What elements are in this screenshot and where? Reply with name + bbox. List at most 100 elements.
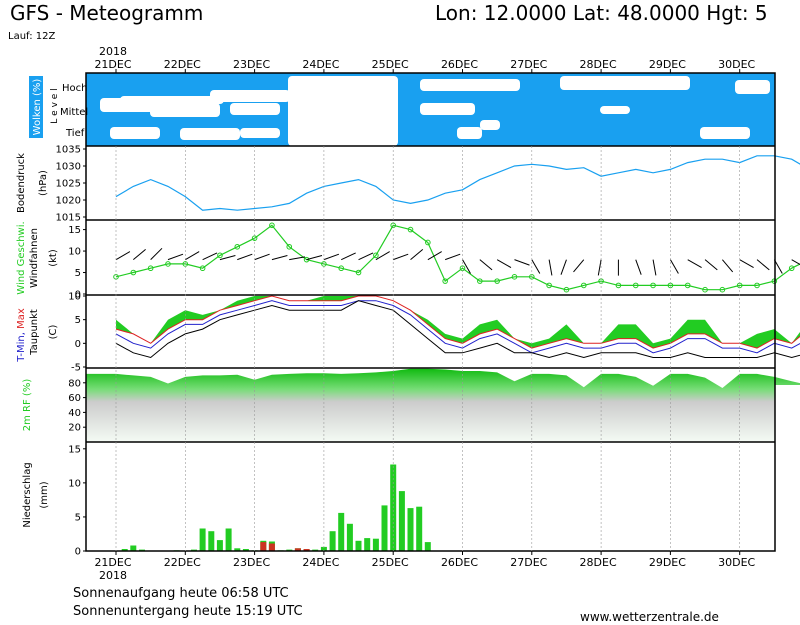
website-link[interactable]: www.wetterzentrale.de — [580, 610, 719, 624]
precip-bar — [208, 531, 215, 551]
top-year-label: 2018 — [99, 45, 127, 58]
sunrise-text: Sonnenaufgang heute 06:58 UTC — [73, 586, 289, 601]
wind-speed-point — [407, 226, 414, 233]
wind-barb — [739, 259, 754, 269]
cloud-level-low: Tief — [65, 128, 85, 139]
cloud-gap — [735, 80, 770, 94]
top-date-label: 30DEC — [718, 58, 755, 71]
page-title: GFS - Meteogramm — [10, 1, 204, 25]
wind-speed-point — [511, 274, 518, 280]
temperature-axis-label: T-Min, Max — [16, 308, 27, 363]
wind-barb-label: Windfahnen — [29, 228, 40, 288]
wind-barb — [133, 249, 146, 261]
bottom-year-label: 2018 — [99, 569, 127, 582]
precip-bar — [364, 538, 371, 551]
humidity-axis-label: 2m RF (%) — [22, 379, 33, 432]
tmin-line — [115, 300, 800, 354]
precip-bar — [424, 542, 431, 551]
precip-unit-label: (mm) — [39, 481, 50, 508]
temperature-tick-label: 5 — [75, 315, 81, 326]
cloud-axis-label: Wolken (%) — [32, 79, 43, 136]
temperature-tick-label: 10 — [68, 292, 81, 303]
cloud-level-mid: Mittel — [60, 107, 88, 118]
wind-speed-point — [355, 269, 362, 276]
precip-bar — [130, 545, 137, 551]
precip-axis-label: Niederschlag — [22, 462, 33, 527]
cloud-gap — [700, 127, 750, 139]
precip-bar — [346, 523, 353, 552]
wind-barb — [756, 259, 770, 271]
cloud-level-label: L e v e l — [50, 88, 60, 123]
pressure-tick-label: 1025 — [56, 179, 81, 190]
pressure-tick-label: 1020 — [56, 196, 81, 207]
bottom-date-label: 24DEC — [302, 556, 339, 569]
cloud-gap — [288, 76, 398, 146]
humidity-tick-label: 40 — [68, 408, 81, 419]
precip-bar — [242, 549, 249, 551]
wind-barb — [358, 252, 374, 261]
wind-speed-point — [234, 243, 241, 250]
precip-bar — [407, 508, 414, 551]
wind-barb — [167, 253, 184, 261]
top-date-label: 22DEC — [164, 58, 201, 71]
wind-speed-point — [425, 239, 431, 246]
cloud-gap — [230, 103, 280, 115]
precip-bar — [199, 528, 206, 551]
top-date-label: 24DEC — [302, 58, 339, 71]
humidity-tick-label: 20 — [68, 423, 81, 434]
humidity-tick-label: 60 — [68, 393, 81, 404]
wind-barb — [393, 253, 409, 261]
bottom-date-label: 23DEC — [233, 556, 270, 569]
wind-speed-point — [719, 286, 726, 293]
pressure-tick-label: 1015 — [56, 213, 81, 224]
wind-speed-point — [217, 252, 223, 259]
cloud-gap — [110, 127, 160, 139]
wind-barb — [573, 259, 585, 273]
wind-speed-point — [130, 269, 137, 276]
cloud-gap — [180, 128, 240, 140]
wind-speed-point — [199, 265, 206, 272]
dewpoint-line — [115, 300, 800, 359]
wind-speed-point — [373, 252, 379, 259]
wind-speed-point — [165, 261, 171, 267]
wind-barb — [669, 259, 679, 274]
wind-barb — [687, 259, 702, 269]
wind-speed-point — [338, 265, 345, 272]
temperature-tick-label: 0 — [75, 339, 81, 350]
wind-barb — [560, 259, 567, 275]
top-date-label: 25DEC — [372, 58, 409, 71]
precip-bar — [121, 549, 128, 551]
bottom-date-label: 28DEC — [580, 556, 617, 569]
wind-barb — [721, 259, 734, 273]
precip-snow-bar — [294, 548, 301, 551]
wind-speed-point — [632, 282, 639, 289]
wind-speed-point — [580, 282, 587, 289]
pressure-axis-label: Bodendruck — [16, 153, 27, 213]
top-date-label: 28DEC — [580, 58, 617, 71]
wind-barb — [306, 255, 323, 261]
wind-tick-label: 10 — [68, 247, 81, 258]
wind-barb — [289, 256, 306, 261]
cloud-gap — [560, 76, 690, 90]
sunset-text: Sonnenuntergang heute 15:19 UTC — [73, 604, 303, 619]
cloud-gap — [457, 127, 482, 139]
wind-barb — [375, 251, 390, 261]
precip-bar — [329, 531, 336, 551]
wind-speed-point — [303, 256, 310, 263]
precip-bar — [381, 505, 388, 551]
bottom-date-label: 30DEC — [718, 556, 755, 569]
wind-speed-point — [494, 278, 500, 284]
wind-barb — [341, 252, 356, 261]
wind-speed-point — [147, 265, 154, 272]
top-date-label: 26DEC — [441, 58, 478, 71]
temperature-tick-label: -5 — [71, 363, 81, 374]
temperature-unit-label: (C) — [48, 325, 59, 340]
wind-barb — [652, 259, 657, 276]
bottom-date-label: 26DEC — [441, 556, 478, 569]
precipitation-tick-label: 15 — [68, 444, 81, 455]
wind-barb — [202, 252, 218, 261]
pressure-unit-label: (hPa) — [38, 170, 49, 196]
wind-speed-point — [269, 222, 275, 229]
cloud-gap — [420, 79, 520, 91]
